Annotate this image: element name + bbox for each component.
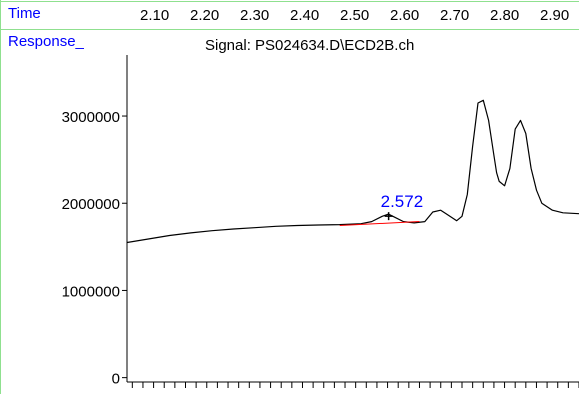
header-divider	[0, 29, 579, 30]
chart-series	[126, 99, 579, 244]
x-tick-label: 2.40	[290, 7, 319, 24]
signal-title: Signal: PS024634.D\ECD2B.ch	[205, 37, 415, 54]
x-tick-label: 2.30	[240, 7, 269, 24]
y-tick-label: 3000000	[62, 109, 120, 126]
left-frame-border	[0, 0, 1, 394]
integration-baseline	[339, 221, 420, 226]
time-axis-label: Time	[8, 5, 41, 22]
x-tick-label: 2.70	[440, 7, 469, 24]
peak-retention-label: 2.572	[381, 192, 424, 211]
x-tick-label: 2.10	[140, 7, 169, 24]
y-tick-label: 2000000	[62, 196, 120, 213]
y-axis-ticks: 0 1000000 2000000 3000000	[62, 109, 127, 388]
chart-annotations: 2.572	[381, 192, 424, 221]
header-top-divider	[0, 1, 579, 2]
x-tick-label: 2.20	[190, 7, 219, 24]
x-axis-ticks	[131, 382, 579, 388]
x-tick-label: 2.90	[540, 7, 569, 24]
x-axis-tick-labels: 2.10 2.20 2.30 2.40 2.50 2.60 2.70 2.80 2.90	[140, 7, 569, 24]
y-tick-label: 1000000	[62, 283, 120, 300]
x-tick-label: 2.80	[490, 7, 519, 24]
y-tick-label: 0	[112, 371, 120, 388]
x-tick-label: 2.50	[340, 7, 369, 24]
signal-trace-line	[126, 99, 579, 244]
response-axis-label: Response_	[8, 33, 84, 50]
x-tick-label: 2.60	[390, 7, 419, 24]
